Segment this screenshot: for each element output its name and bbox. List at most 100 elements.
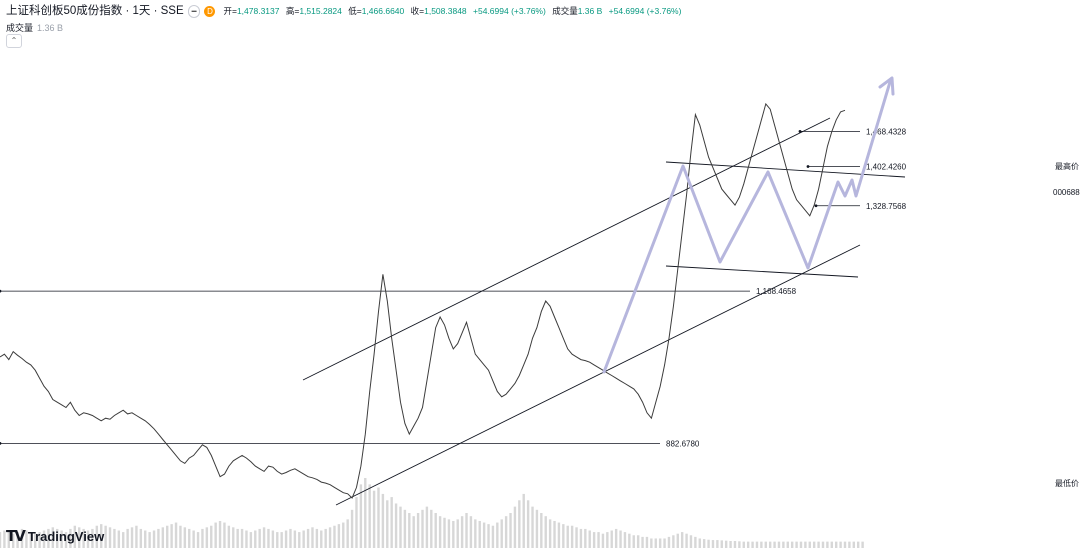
volume-bar	[3, 530, 6, 548]
volume-bar	[205, 527, 209, 548]
volume-bar	[214, 522, 217, 548]
volume-bar	[830, 541, 833, 548]
volume-bar	[69, 528, 72, 548]
volume-bar	[302, 530, 305, 548]
volume-bar	[676, 533, 679, 548]
volume-bar	[183, 527, 187, 548]
tradingview-logo[interactable]: TV TradingView	[6, 527, 104, 545]
chart-legend: 上证科创板50成份指数 · 1天 · SSE ━ D 开=1,478.3137 …	[6, 4, 685, 18]
volume-bar	[425, 506, 429, 548]
volume-bar	[773, 541, 776, 548]
low-value: 1,466.6640	[361, 6, 405, 16]
volume-bar	[711, 540, 715, 548]
volume-bar	[399, 506, 402, 548]
volume-bar	[139, 528, 143, 548]
volume-bar	[271, 530, 275, 548]
volume-bar	[623, 532, 627, 548]
volume-bar	[416, 513, 420, 548]
volume-bar	[258, 528, 261, 548]
volume-bar	[724, 540, 728, 548]
volume-bar	[7, 532, 11, 548]
volume-bar	[535, 509, 539, 548]
volume-bar	[201, 528, 204, 548]
horizontal-level-label: 1,468.4328	[866, 127, 907, 136]
volume-value: 1.36 B	[577, 6, 603, 16]
volume-bar	[526, 500, 530, 548]
volume-bar	[702, 539, 706, 548]
volume-bar	[249, 532, 253, 548]
volume-bar	[364, 478, 367, 548]
volume-bar	[91, 528, 94, 548]
horizontal-level-label: 882.6780	[666, 439, 700, 448]
close-label: 收=	[410, 6, 425, 16]
volume-bar	[680, 532, 684, 548]
horizontal-level-label: 1,402.4260	[866, 163, 907, 172]
volume-bar	[658, 538, 662, 548]
volume-bar	[430, 509, 433, 548]
volume-bar	[421, 509, 424, 548]
volume-bar	[254, 530, 257, 548]
volume-bar	[355, 497, 358, 548]
volume-bar	[78, 527, 81, 548]
projection-arrowhead	[878, 76, 895, 96]
volume-bar	[478, 520, 481, 548]
chevron-up-icon[interactable]: ⌃	[6, 34, 22, 48]
volume-bar	[170, 524, 173, 548]
projection-path	[602, 80, 892, 374]
volume-bar	[328, 527, 332, 548]
volume-bar	[513, 506, 517, 548]
volume-bar	[636, 535, 640, 548]
volume-bar	[386, 500, 389, 548]
volume-bar	[764, 541, 767, 548]
volume-bar	[276, 532, 279, 548]
volume-bar	[852, 541, 856, 548]
volume-bar	[777, 541, 781, 548]
volume-bar	[812, 541, 816, 548]
volume-bar	[548, 519, 552, 548]
volume-bar	[566, 525, 569, 548]
low-label: 低=	[348, 6, 362, 16]
volume-bar	[826, 541, 829, 548]
volume-bar	[795, 541, 798, 548]
volume-bar	[782, 541, 785, 548]
volume-bar	[148, 532, 151, 548]
volume-bar	[298, 532, 301, 548]
tradingview-logo-icon: TV	[6, 527, 26, 545]
volume-bar	[768, 541, 772, 548]
volume-bar	[227, 525, 231, 548]
volume-bar	[342, 522, 345, 548]
volume-bar	[311, 527, 314, 548]
volume-bar	[64, 532, 68, 548]
volume-bar	[460, 516, 464, 548]
volume-bar	[632, 535, 635, 548]
volume-bar	[0, 532, 2, 548]
volume-bar	[144, 530, 147, 548]
volume-bar	[456, 519, 459, 548]
volume-bar	[20, 528, 24, 548]
volume-bar	[122, 532, 125, 548]
volume-bar	[694, 536, 697, 548]
symbol-title[interactable]: 上证科创板50成份指数 · 1天 · SSE	[6, 5, 184, 17]
volume-bar	[38, 532, 41, 548]
volume-bar	[47, 528, 50, 548]
volume-bar	[544, 516, 547, 548]
eye-icon[interactable]: ━	[187, 4, 201, 18]
volume-bar	[157, 528, 160, 548]
volume-bar	[641, 536, 644, 548]
volume-bar	[73, 525, 77, 548]
volume-bar	[663, 538, 666, 548]
volume-bar	[95, 525, 99, 548]
horizontal-level-anchor	[806, 165, 810, 168]
low-price-label: 最低价	[1055, 479, 1079, 488]
volume-bar	[443, 517, 446, 548]
volume-bar	[469, 516, 473, 548]
volume-bar	[267, 528, 270, 548]
volume-bar	[42, 530, 46, 548]
horizontal-level-anchor	[0, 289, 2, 293]
volume-bar	[799, 541, 803, 548]
ohlc-values: 开=1,478.3137 高=1,515.2824 低=1,466.6640 收…	[223, 4, 685, 18]
volume-bar	[452, 520, 455, 548]
volume-bar	[654, 538, 657, 548]
